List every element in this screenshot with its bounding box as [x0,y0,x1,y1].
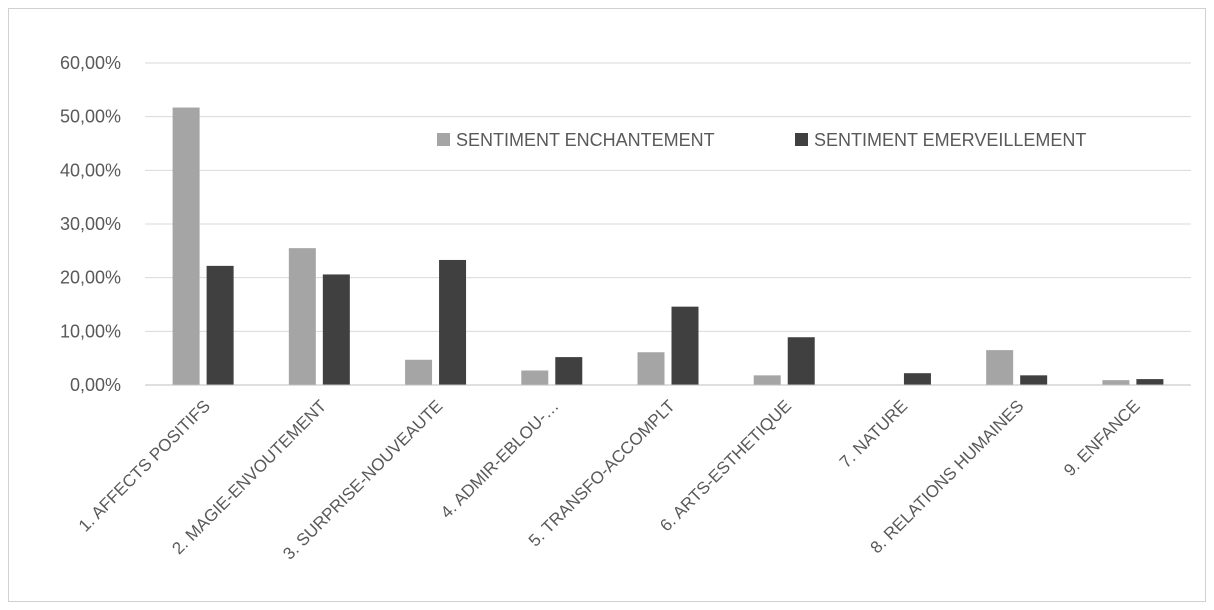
legend: SENTIMENT ENCHANTEMENT SENTIMENT EMERVEIL… [437,130,1086,150]
gridlines [145,62,1191,332]
bar-enchantement [753,375,781,385]
y-tick-label: 60,00% [60,53,121,73]
legend-swatch [795,133,808,146]
y-tick-label: 30,00% [60,214,121,234]
legend-label: SENTIMENT EMERVEILLEMENT [814,130,1086,150]
y-tick-label: 40,00% [60,160,121,180]
bar-emerveillement [1020,375,1048,385]
x-category-label: 7. NATURE [836,396,911,471]
x-category-label: 1. AFFECTS POSITIFS [75,396,214,535]
bars [172,107,1164,385]
bar-emerveillement [555,357,583,385]
y-tick-label: 20,00% [60,268,121,288]
bar-emerveillement [206,265,234,385]
legend-swatch [437,133,450,146]
bar-enchantement [986,350,1014,385]
y-tick-label: 10,00% [60,321,121,341]
y-tick-label: 0,00% [70,375,121,395]
x-category-label: 4. ADMIR-EBLOU-… [437,396,563,522]
bar-emerveillement [322,274,350,385]
x-category-label: 9. ENFANCE [1060,396,1144,480]
bar-enchantement [521,370,549,385]
chart-area: 0,00% 10,00% 20,00% 30,00% 40,00% 50,00% 60,00… [8,8,1206,602]
bar-emerveillement [787,337,815,385]
y-axis-tick-labels: 0,00% 10,00% 20,00% 30,00% 40,00% 50,00% 60,00… [60,53,121,395]
bar-enchantement [172,107,200,385]
legend-label: SENTIMENT ENCHANTEMENT [456,130,715,150]
bar-emerveillement [671,306,699,385]
bar-enchantement [637,352,665,385]
bar-emerveillement [1136,379,1164,385]
bar-chart: 0,00% 10,00% 20,00% 30,00% 40,00% 50,00% 60,00… [60,53,1191,563]
y-tick-label: 50,00% [60,107,121,127]
bar-enchantement [1102,380,1130,385]
bar-emerveillement [903,373,931,385]
bar-emerveillement [439,259,467,385]
bar-enchantement [405,359,433,385]
x-category-label: 6. ARTS-ESTHETIQUE [656,396,795,535]
bar-enchantement [288,248,316,385]
